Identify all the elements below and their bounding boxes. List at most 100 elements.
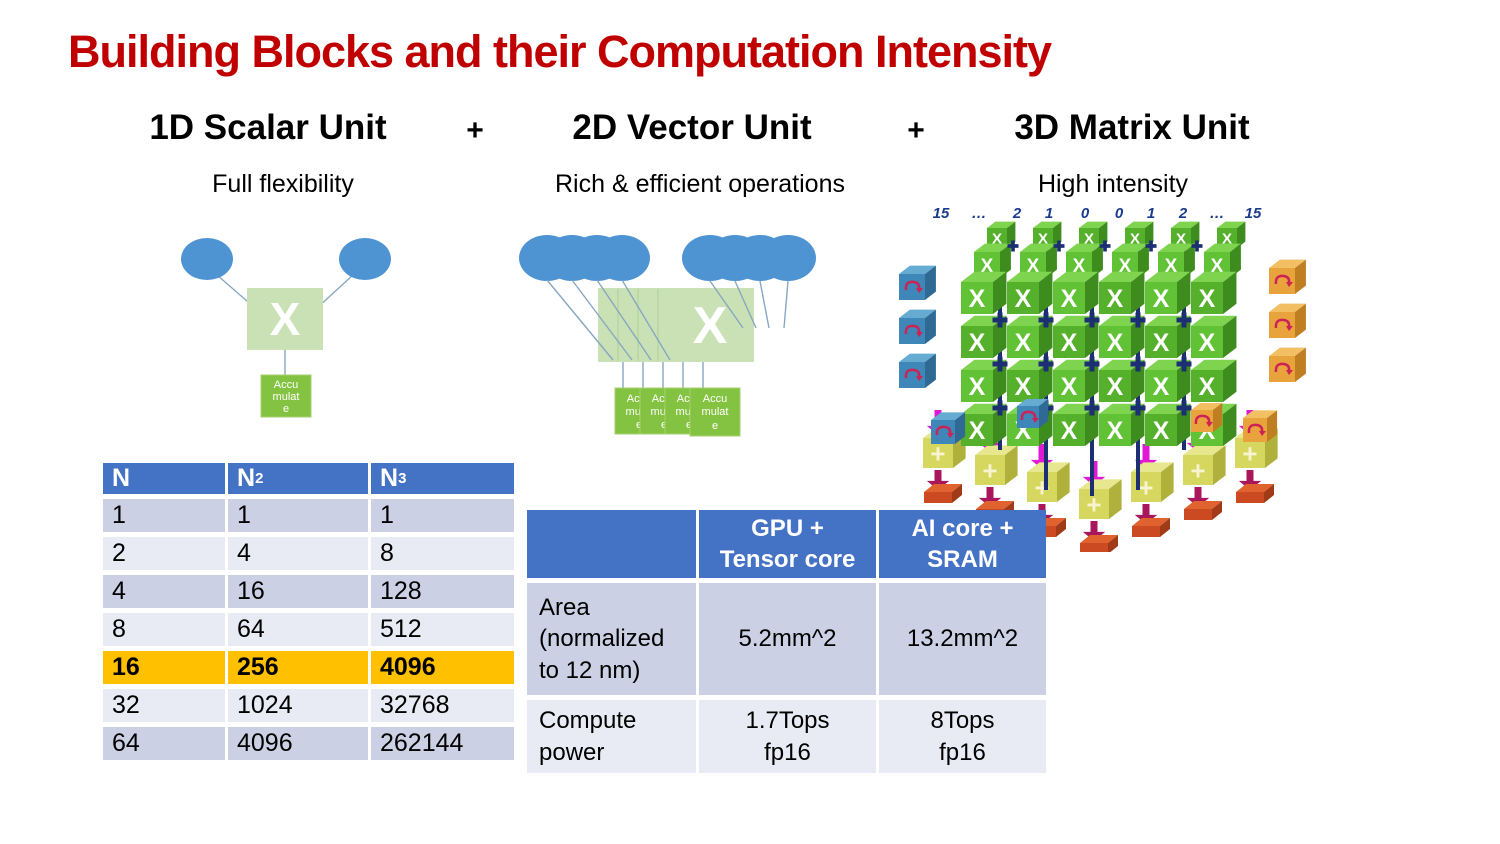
compare-header-blank	[527, 510, 696, 578]
svg-text:X: X	[1107, 417, 1124, 445]
svg-text:X: X	[969, 373, 986, 401]
svg-text:X: X	[1211, 256, 1224, 277]
table-cell: 8	[371, 537, 514, 570]
svg-text:+: +	[1138, 472, 1153, 502]
svg-text:mulat: mulat	[702, 406, 729, 418]
multiply-box	[598, 288, 754, 362]
svg-text:X: X	[1107, 373, 1124, 401]
svg-text:+: +	[1190, 455, 1205, 485]
svg-text:X: X	[981, 256, 994, 277]
svg-text:X: X	[969, 285, 986, 313]
operand-ellipse	[594, 235, 650, 281]
svg-text:e: e	[636, 419, 642, 431]
svg-text:…: …	[972, 205, 987, 222]
svg-text:X: X	[1015, 285, 1032, 313]
table-cell: 8	[103, 613, 225, 646]
operand-ellipse	[760, 235, 816, 281]
scalar-unit-diagram: X Accu mulat e	[181, 238, 391, 418]
svg-text:X: X	[1199, 329, 1216, 357]
svg-text:X: X	[992, 230, 1002, 247]
svg-text:+: +	[1242, 438, 1257, 468]
svg-text:X: X	[1222, 230, 1232, 247]
table-cell: 4	[103, 575, 225, 608]
matrix-axis-numbers: 15 … 2 1 0 0 1 2 … 15	[933, 205, 1262, 222]
multiply-box	[247, 288, 323, 350]
svg-text:e: e	[686, 419, 692, 431]
svg-text:2: 2	[1178, 205, 1188, 222]
unit-title-vector: 2D Vector Unit	[572, 108, 812, 147]
table-cell: 1024	[228, 689, 368, 722]
svg-text:X: X	[1061, 417, 1078, 445]
unit-subtitle-scalar: Full flexibility	[212, 170, 354, 198]
row-label: Area (normalized to 12 nm)	[527, 583, 696, 695]
accumulate-label: e	[283, 403, 289, 415]
accumulate-label: Accu	[274, 379, 298, 391]
svg-text:X: X	[1038, 230, 1048, 247]
table-cell: 8Tops fp16	[879, 700, 1046, 773]
accumulate-box: Accu mulat e	[689, 387, 741, 437]
table-cell: 64	[228, 613, 368, 646]
svg-text:e: e	[661, 419, 667, 431]
svg-text:X: X	[1015, 373, 1032, 401]
svg-text:0: 0	[1115, 205, 1124, 222]
svg-text:X: X	[1153, 417, 1170, 445]
svg-text:X: X	[1107, 285, 1124, 313]
slide-title: Building Blocks and their Computation In…	[68, 26, 1052, 77]
operand-ellipse	[339, 238, 391, 280]
table-row: 2 4 8	[103, 537, 514, 570]
table-cell: 1	[371, 499, 514, 532]
table-row: 1 1 1	[103, 499, 514, 532]
table-row-area: Area (normalized to 12 nm) 5.2mm^2 13.2m…	[527, 583, 1046, 695]
svg-text:X: X	[1153, 285, 1170, 313]
table-cell: 256	[228, 651, 368, 684]
svg-text:X: X	[1084, 230, 1094, 247]
svg-text:X: X	[1153, 329, 1170, 357]
table-row-compute: Compute power 1.7Tops fp16 8Tops fp16	[527, 700, 1046, 773]
svg-text:0: 0	[1081, 205, 1090, 222]
compare-table-header-row: GPU + Tensor core AI core + SRAM	[527, 510, 1046, 578]
table-cell: 1	[228, 499, 368, 532]
table-cell: 13.2mm^2	[879, 583, 1046, 695]
table-cell: 32768	[371, 689, 514, 722]
operand-ellipse	[181, 238, 233, 280]
table-row: 8 64 512	[103, 613, 514, 646]
svg-text:+: +	[930, 438, 945, 468]
row-label: Compute power	[527, 700, 696, 773]
plus-separator-2: +	[907, 114, 925, 147]
power-table-header-n: N	[103, 463, 225, 494]
matrix-3d-art: +++++++X X X X X XX X X X X XX X X X X XX X X X X XX X X X X XX X X…	[899, 205, 1306, 552]
accumulate-links	[622, 362, 704, 390]
svg-text:+: +	[1086, 489, 1101, 519]
table-cell: 512	[371, 613, 514, 646]
svg-text:1: 1	[1045, 205, 1053, 222]
table-cell: 262144	[371, 727, 514, 760]
unit-title-scalar: 1D Scalar Unit	[149, 108, 387, 147]
table-cell: 32	[103, 689, 225, 722]
table-row: 64 4096 262144	[103, 727, 514, 760]
table-cell: 16	[103, 651, 225, 684]
svg-text:Accu: Accu	[703, 393, 727, 405]
table-cell: 1.7Tops fp16	[699, 700, 876, 773]
unit-subtitle-vector: Rich & efficient operations	[555, 170, 845, 198]
svg-text:X: X	[1199, 373, 1216, 401]
svg-text:X: X	[969, 417, 986, 445]
plus-separator-1: +	[466, 114, 484, 147]
svg-text:X: X	[1061, 285, 1078, 313]
svg-text:X: X	[1061, 329, 1078, 357]
unit-title-matrix: 3D Matrix Unit	[1014, 108, 1250, 147]
svg-text:X: X	[1073, 256, 1086, 277]
svg-text:X: X	[1107, 329, 1124, 357]
matrix-inset-operand-cubes	[1017, 398, 1223, 432]
svg-text:X: X	[1061, 373, 1078, 401]
svg-text:2: 2	[1012, 205, 1022, 222]
svg-text:X: X	[1199, 285, 1216, 313]
compare-table: GPU + Tensor core AI core + SRAM Area (nor…	[527, 510, 1046, 773]
table-cell: 128	[371, 575, 514, 608]
svg-text:+: +	[982, 455, 997, 485]
svg-text:e: e	[712, 420, 718, 432]
table-cell: 4096	[371, 651, 514, 684]
svg-text:1: 1	[1147, 205, 1155, 222]
matrix-unit-diagram: +++++++X X X X X XX X X X X XX X X X X XX X X X X XX X X X X XX X X…	[899, 205, 1306, 552]
